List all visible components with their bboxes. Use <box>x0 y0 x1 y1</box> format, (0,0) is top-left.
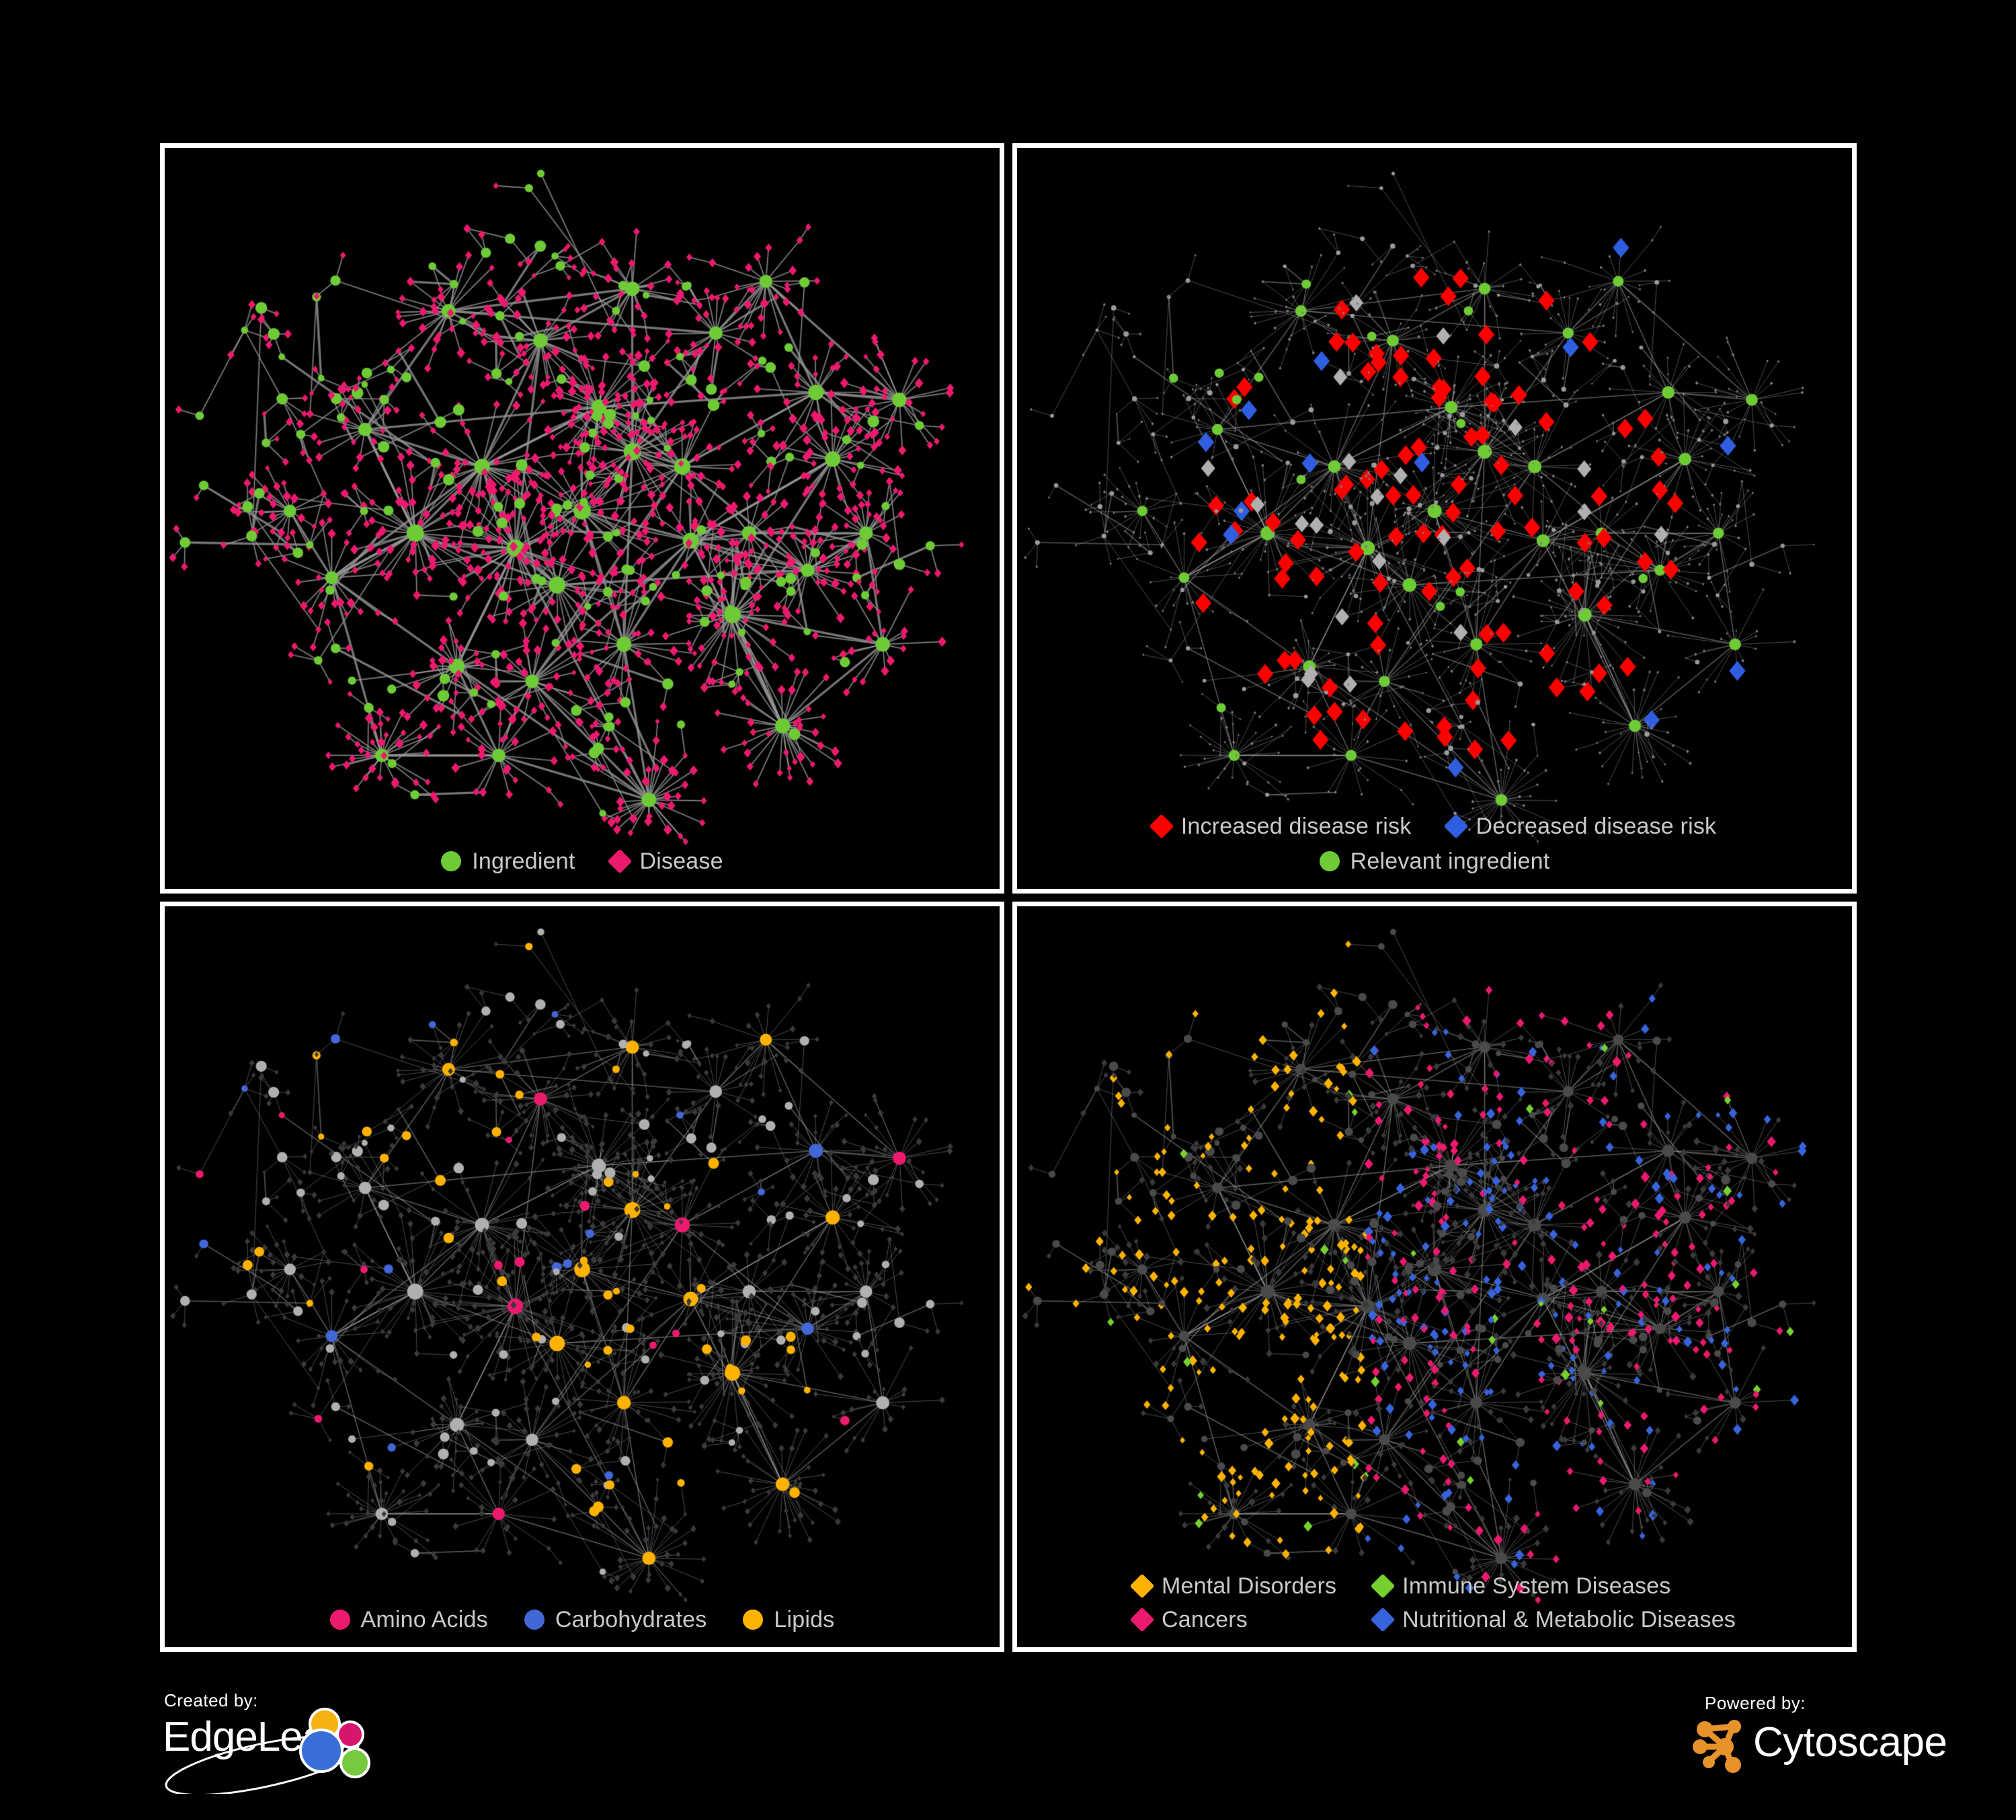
legend-item: Amino Acids <box>329 1607 488 1632</box>
diamond-icon <box>1129 1573 1155 1599</box>
legend-item: Decreased disease risk <box>1444 814 1717 839</box>
diamond-icon <box>1149 814 1174 839</box>
legend-label: Disease <box>639 848 723 874</box>
legend-label: Mental Disorders <box>1161 1573 1337 1599</box>
legend-overview: Ingredient Disease <box>165 848 1000 874</box>
diamond-icon <box>1370 1607 1396 1632</box>
legend-item: Ingredient <box>441 850 575 873</box>
legend-risk: Increased disease risk Decreased disease … <box>1017 814 1852 874</box>
circle-icon <box>329 1610 350 1630</box>
legend-nutrients: Amino Acids Carbohydrates Lipids <box>165 1608 1000 1631</box>
network-canvas-overview[interactable] <box>165 148 1000 889</box>
legend-label: Cancers <box>1161 1607 1248 1632</box>
legend-label: Immune System Diseases <box>1402 1573 1671 1599</box>
diamond-icon <box>1129 1607 1155 1632</box>
powered-by-caption: Powered by: <box>1705 1693 1806 1713</box>
panel-disease-risk[interactable]: Increased disease risk Decreased disease … <box>1012 143 1857 894</box>
cytoscape-logo-icon <box>1693 1720 1741 1773</box>
network-canvas-diseases[interactable] <box>1017 906 1852 1647</box>
diamond-icon <box>1444 814 1469 839</box>
network-canvas-nutrients[interactable] <box>165 906 1000 1647</box>
legend-label: Relevant ingredient <box>1350 848 1550 874</box>
network-canvas-risk[interactable] <box>1017 148 1852 889</box>
legend-diseases: Mental Disorders Immune System Diseases Ca… <box>1017 1573 1852 1632</box>
circle-icon <box>441 851 462 871</box>
legend-item: Carbohydrates <box>524 1608 707 1631</box>
cytoscape-wordmark: Cytoscape <box>1753 1719 1947 1766</box>
legend-label: Ingredient <box>472 848 575 874</box>
circle-icon <box>1319 851 1340 871</box>
legend-item: Immune System Diseases <box>1370 1573 1736 1599</box>
brand-edgeleap[interactable]: Created by: EdgeLeap <box>161 1688 383 1794</box>
legend-label: Carbohydrates <box>555 1607 707 1632</box>
panel-ingredient-class[interactable]: Amino Acids Carbohydrates Lipids <box>160 902 1004 1652</box>
legend-item: Disease <box>608 848 723 874</box>
panel-grid: Ingredient Disease Increased disease risk… <box>160 143 1857 1652</box>
legend-item: Cancers <box>1129 1607 1336 1632</box>
edgeleap-logo-icon <box>165 1708 370 1794</box>
legend-label: Amino Acids <box>360 1607 488 1632</box>
legend-item: Lipids <box>743 1608 834 1631</box>
legend-item: Nutritional & Metabolic Diseases <box>1370 1607 1736 1632</box>
diamond-icon <box>1370 1573 1396 1599</box>
panel-ingredient-disease-overview[interactable]: Ingredient Disease <box>160 143 1004 894</box>
brand-cytoscape[interactable]: Powered by: Cytoscape <box>1674 1693 1947 1787</box>
legend-label: Decreased disease risk <box>1476 814 1717 839</box>
legend-item: Increased disease risk <box>1149 814 1412 839</box>
footer-branding: Created by: EdgeLeap Powered by: Cytosca… <box>0 1661 2016 1820</box>
legend-label: Increased disease risk <box>1180 814 1412 839</box>
diamond-icon <box>608 848 633 874</box>
created-by-caption: Created by: <box>164 1690 258 1710</box>
legend-label: Nutritional & Metabolic Diseases <box>1402 1607 1736 1632</box>
panel-disease-class[interactable]: Mental Disorders Immune System Diseases Ca… <box>1012 902 1857 1652</box>
legend-item: Mental Disorders <box>1129 1573 1337 1599</box>
circle-icon <box>743 1610 764 1630</box>
legend-label: Lipids <box>774 1607 835 1632</box>
legend-item: Relevant ingredient <box>1319 848 1550 874</box>
circle-icon <box>524 1610 545 1630</box>
